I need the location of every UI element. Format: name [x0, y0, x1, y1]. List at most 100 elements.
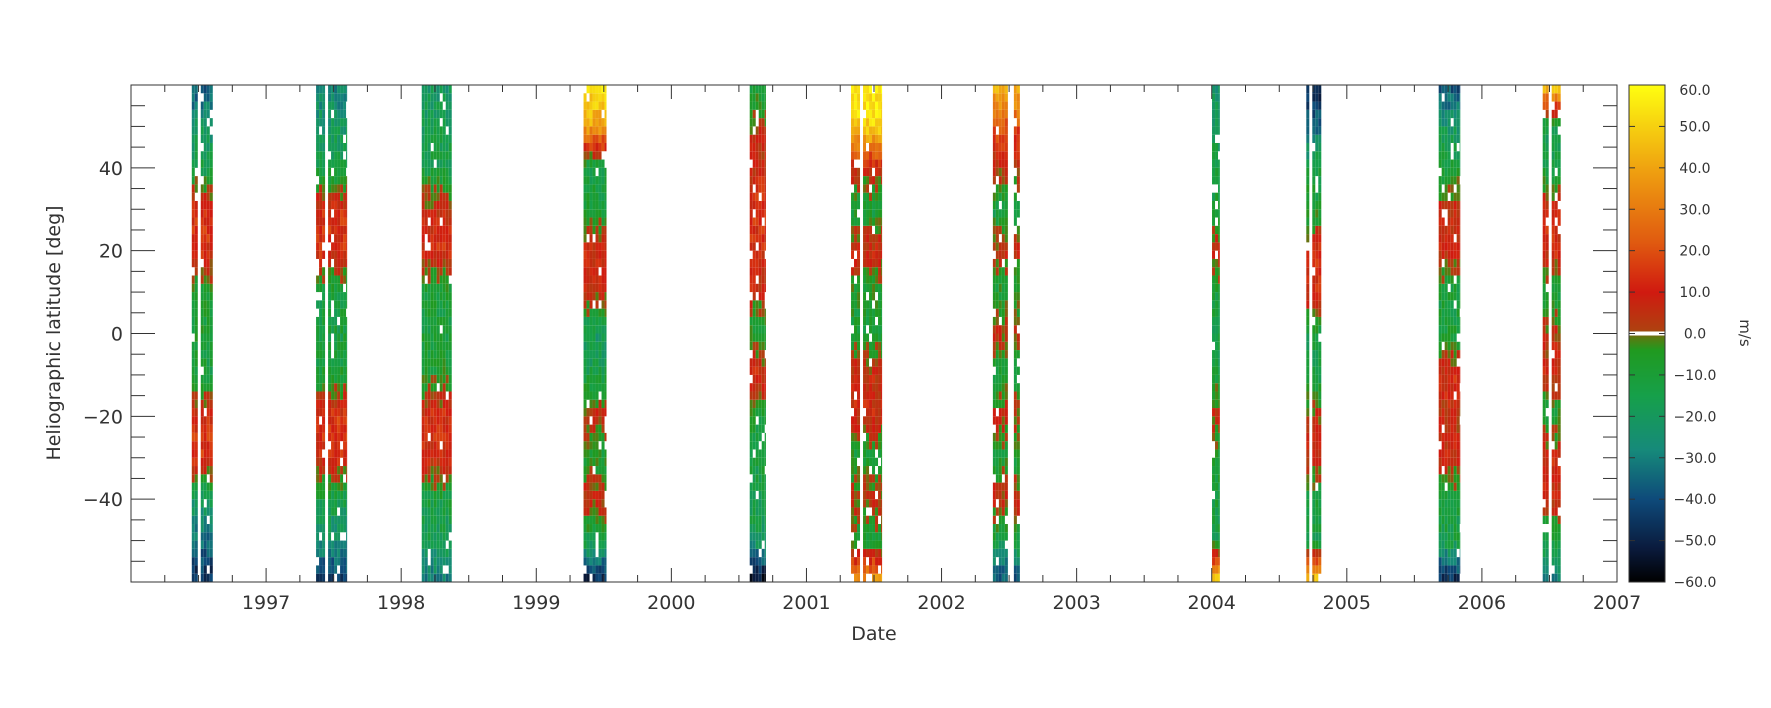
colorbar-strip	[1629, 474, 1665, 476]
heatmap-cell	[1444, 474, 1448, 483]
heatmap-cell	[851, 524, 855, 533]
heatmap-cell	[758, 565, 762, 574]
heatmap-cell	[319, 283, 323, 293]
heatmap-cell	[1447, 449, 1451, 458]
heatmap-cell	[875, 209, 879, 218]
heatmap-cell	[343, 374, 347, 384]
heatmap-cell	[875, 109, 879, 119]
y-axis-label: Heliographic latitude [deg]	[43, 205, 65, 460]
colorbar-strip	[1629, 261, 1665, 263]
heatmap-cell	[592, 565, 596, 574]
heatmap-cell	[209, 308, 213, 317]
heatmap-cell	[1551, 134, 1555, 143]
heatmap-cell	[1456, 399, 1460, 409]
heatmap-cell	[436, 358, 440, 367]
heatmap-cell	[206, 142, 210, 152]
heatmap-cell	[1545, 499, 1549, 508]
colorbar-strip	[1629, 357, 1665, 359]
heatmap-cell	[854, 466, 858, 475]
heatmap-cell	[1557, 292, 1561, 301]
heatmap-cell	[1551, 109, 1555, 119]
heatmap-cell	[331, 383, 335, 392]
heatmap-cell	[206, 109, 210, 119]
colorbar-strip	[1629, 129, 1665, 131]
heatmap-cell	[439, 540, 443, 549]
heatmap-cell	[436, 101, 440, 110]
heatmap-cell	[1315, 341, 1319, 351]
colorbar-strip	[1629, 139, 1665, 141]
heatmap-cell	[206, 200, 210, 210]
heatmap-cell	[857, 242, 861, 251]
heatmap-cell	[1438, 109, 1442, 119]
heatmap-cell	[436, 159, 440, 168]
colorbar-strip	[1629, 145, 1665, 147]
heatmap-cell	[200, 300, 204, 309]
heatmap-cell	[1013, 300, 1017, 309]
heatmap-cell	[1557, 85, 1561, 94]
heatmap-cell	[1447, 474, 1451, 483]
heatmap-cell	[328, 258, 332, 268]
heatmap-cell	[448, 524, 452, 533]
colorbar-strip	[1629, 421, 1665, 423]
heatmap-cell	[592, 474, 596, 483]
colorbar-strip	[1629, 307, 1665, 309]
heatmap-cell	[749, 275, 753, 284]
heatmap-cell	[1456, 532, 1460, 541]
heatmap-cell	[445, 399, 449, 409]
heatmap-cell	[1438, 350, 1442, 359]
heatmap-cell	[337, 490, 341, 500]
colorbar-strip	[1629, 426, 1665, 428]
heatmap-cell	[343, 192, 347, 201]
heatmap-cell	[1456, 515, 1460, 525]
heatmap-cell	[749, 134, 753, 143]
heatmap-cell	[1315, 316, 1319, 326]
heatmap-cell	[346, 151, 348, 160]
heatmap-cell	[1450, 184, 1454, 193]
heatmap-cell	[439, 333, 443, 342]
heatmap-cell	[337, 176, 341, 185]
heatmap-cell	[749, 441, 753, 450]
heatmap-cell	[334, 234, 338, 243]
heatmap-cell	[1545, 242, 1549, 251]
heatmap-cell	[1545, 391, 1549, 400]
heatmap-cell	[881, 242, 883, 251]
heatmap-cell	[322, 374, 326, 384]
heatmap-cell	[992, 507, 996, 516]
colorbar-strip	[1629, 193, 1665, 195]
heatmap-cell	[998, 109, 1002, 119]
heatmap-cell	[206, 399, 210, 409]
heatmap-cell	[995, 399, 999, 409]
heatmap-cell	[592, 325, 596, 334]
heatmap-cell	[604, 573, 607, 582]
heatmap-cell	[427, 466, 431, 475]
heatmap-cell	[1013, 366, 1017, 375]
heatmap-cell	[1456, 449, 1460, 458]
heatmap-cell	[427, 126, 431, 135]
colorbar-strip	[1629, 142, 1665, 144]
heatmap-cell	[433, 424, 437, 433]
heatmap-cell	[442, 432, 446, 442]
heatmap-cell	[589, 457, 593, 467]
colorbar-strip	[1629, 443, 1665, 445]
heatmap-cell	[586, 167, 590, 177]
heatmap-cell	[881, 573, 883, 582]
heatmap-cell	[1212, 358, 1216, 367]
heatmap-cell	[343, 225, 347, 235]
heatmap-cell	[436, 126, 440, 135]
heatmap-cell	[1545, 474, 1549, 483]
colorbar-strip	[1629, 282, 1665, 284]
heatmap-cell	[209, 209, 213, 218]
heatmap-cell	[209, 267, 213, 276]
heatmap-cell	[1315, 292, 1319, 301]
heatmap-cell	[1306, 85, 1310, 94]
heatmap-cell	[1554, 466, 1558, 475]
colorbar-strip	[1629, 435, 1665, 437]
colorbar-strip	[1629, 267, 1665, 269]
heatmap-cell	[586, 507, 590, 516]
heatmap-cell	[1456, 267, 1460, 276]
heatmap-cell	[340, 234, 344, 243]
heatmap-cell	[1444, 565, 1448, 574]
heatmap-cell	[758, 333, 762, 342]
y-tick-label: −40	[83, 489, 123, 511]
heatmap-cell	[448, 292, 452, 301]
